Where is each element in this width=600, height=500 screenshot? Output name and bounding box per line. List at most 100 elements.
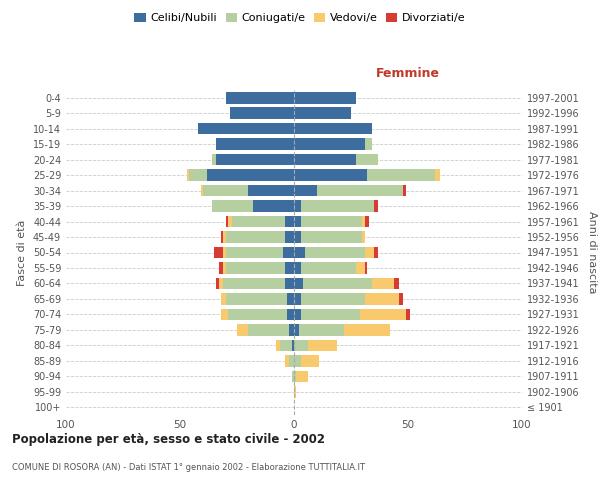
Bar bbox=[294, 123, 371, 134]
Bar bbox=[248, 185, 294, 196]
Bar bbox=[280, 340, 292, 351]
Bar bbox=[403, 185, 406, 196]
Bar bbox=[367, 170, 436, 181]
Bar bbox=[294, 324, 299, 336]
Bar bbox=[285, 231, 294, 243]
Bar bbox=[228, 216, 232, 228]
Bar bbox=[317, 185, 403, 196]
Bar bbox=[253, 200, 294, 212]
Bar bbox=[356, 262, 365, 274]
Bar bbox=[285, 262, 294, 274]
Bar bbox=[217, 138, 294, 150]
Bar bbox=[294, 185, 317, 196]
Bar bbox=[365, 246, 374, 258]
Bar bbox=[294, 246, 305, 258]
Bar bbox=[187, 170, 189, 181]
Bar bbox=[294, 262, 301, 274]
Bar bbox=[230, 108, 294, 119]
Bar bbox=[301, 216, 362, 228]
Bar bbox=[212, 154, 217, 166]
Bar bbox=[308, 340, 337, 351]
Bar bbox=[287, 308, 294, 320]
Bar bbox=[223, 246, 226, 258]
Bar bbox=[296, 370, 308, 382]
Bar bbox=[232, 216, 285, 228]
Bar bbox=[301, 231, 362, 243]
Bar bbox=[285, 278, 294, 289]
Bar bbox=[189, 170, 208, 181]
Bar bbox=[198, 123, 294, 134]
Bar bbox=[362, 216, 365, 228]
Text: Popolazione per età, sesso e stato civile - 2002: Popolazione per età, sesso e stato civil… bbox=[12, 432, 325, 446]
Text: COMUNE DI ROSORA (AN) - Dati ISTAT 1° gennaio 2002 - Elaborazione TUTTITALIA.IT: COMUNE DI ROSORA (AN) - Dati ISTAT 1° ge… bbox=[12, 462, 365, 471]
Bar bbox=[217, 154, 294, 166]
Bar bbox=[223, 231, 226, 243]
Bar bbox=[200, 185, 203, 196]
Bar bbox=[294, 108, 351, 119]
Bar bbox=[221, 308, 228, 320]
Bar bbox=[294, 278, 303, 289]
Bar bbox=[294, 92, 356, 104]
Bar bbox=[294, 355, 301, 366]
Bar bbox=[289, 324, 294, 336]
Text: Femmine: Femmine bbox=[376, 67, 440, 80]
Y-axis label: Anni di nascita: Anni di nascita bbox=[587, 211, 596, 294]
Bar bbox=[303, 278, 371, 289]
Bar bbox=[344, 324, 390, 336]
Bar bbox=[221, 231, 223, 243]
Bar bbox=[292, 370, 294, 382]
Bar bbox=[285, 216, 294, 228]
Bar bbox=[301, 262, 356, 274]
Bar bbox=[212, 200, 253, 212]
Bar bbox=[294, 340, 308, 351]
Bar bbox=[223, 262, 226, 274]
Bar bbox=[248, 324, 289, 336]
Bar bbox=[356, 154, 379, 166]
Bar bbox=[219, 278, 223, 289]
Bar bbox=[294, 200, 301, 212]
Bar bbox=[214, 246, 223, 258]
Bar bbox=[294, 293, 301, 304]
Bar bbox=[226, 92, 294, 104]
Bar bbox=[301, 355, 319, 366]
Bar bbox=[276, 340, 280, 351]
Bar bbox=[294, 231, 301, 243]
Bar bbox=[305, 246, 365, 258]
Bar bbox=[360, 308, 406, 320]
Y-axis label: Fasce di età: Fasce di età bbox=[17, 220, 27, 286]
Bar bbox=[365, 138, 371, 150]
Bar bbox=[203, 185, 248, 196]
Bar bbox=[365, 216, 369, 228]
Bar bbox=[362, 231, 365, 243]
Bar bbox=[294, 170, 367, 181]
Bar bbox=[287, 293, 294, 304]
Bar bbox=[294, 386, 296, 398]
Bar bbox=[294, 370, 296, 382]
Bar bbox=[301, 293, 365, 304]
Bar bbox=[365, 262, 367, 274]
Bar bbox=[294, 216, 301, 228]
Bar bbox=[217, 278, 219, 289]
Bar bbox=[219, 262, 223, 274]
Bar bbox=[226, 246, 283, 258]
Bar bbox=[221, 293, 226, 304]
Bar bbox=[294, 138, 365, 150]
Bar bbox=[226, 216, 228, 228]
Bar bbox=[226, 293, 287, 304]
Bar bbox=[228, 308, 287, 320]
Bar bbox=[365, 293, 399, 304]
Bar bbox=[237, 324, 248, 336]
Bar bbox=[436, 170, 440, 181]
Bar bbox=[283, 246, 294, 258]
Bar bbox=[294, 154, 356, 166]
Bar bbox=[292, 340, 294, 351]
Bar bbox=[406, 308, 410, 320]
Bar bbox=[399, 293, 403, 304]
Bar bbox=[285, 355, 289, 366]
Legend: Celibi/Nubili, Coniugati/e, Vedovi/e, Divorziati/e: Celibi/Nubili, Coniugati/e, Vedovi/e, Di… bbox=[132, 10, 468, 26]
Bar bbox=[301, 308, 360, 320]
Bar bbox=[226, 262, 285, 274]
Bar bbox=[374, 200, 379, 212]
Bar bbox=[371, 278, 394, 289]
Bar bbox=[299, 324, 344, 336]
